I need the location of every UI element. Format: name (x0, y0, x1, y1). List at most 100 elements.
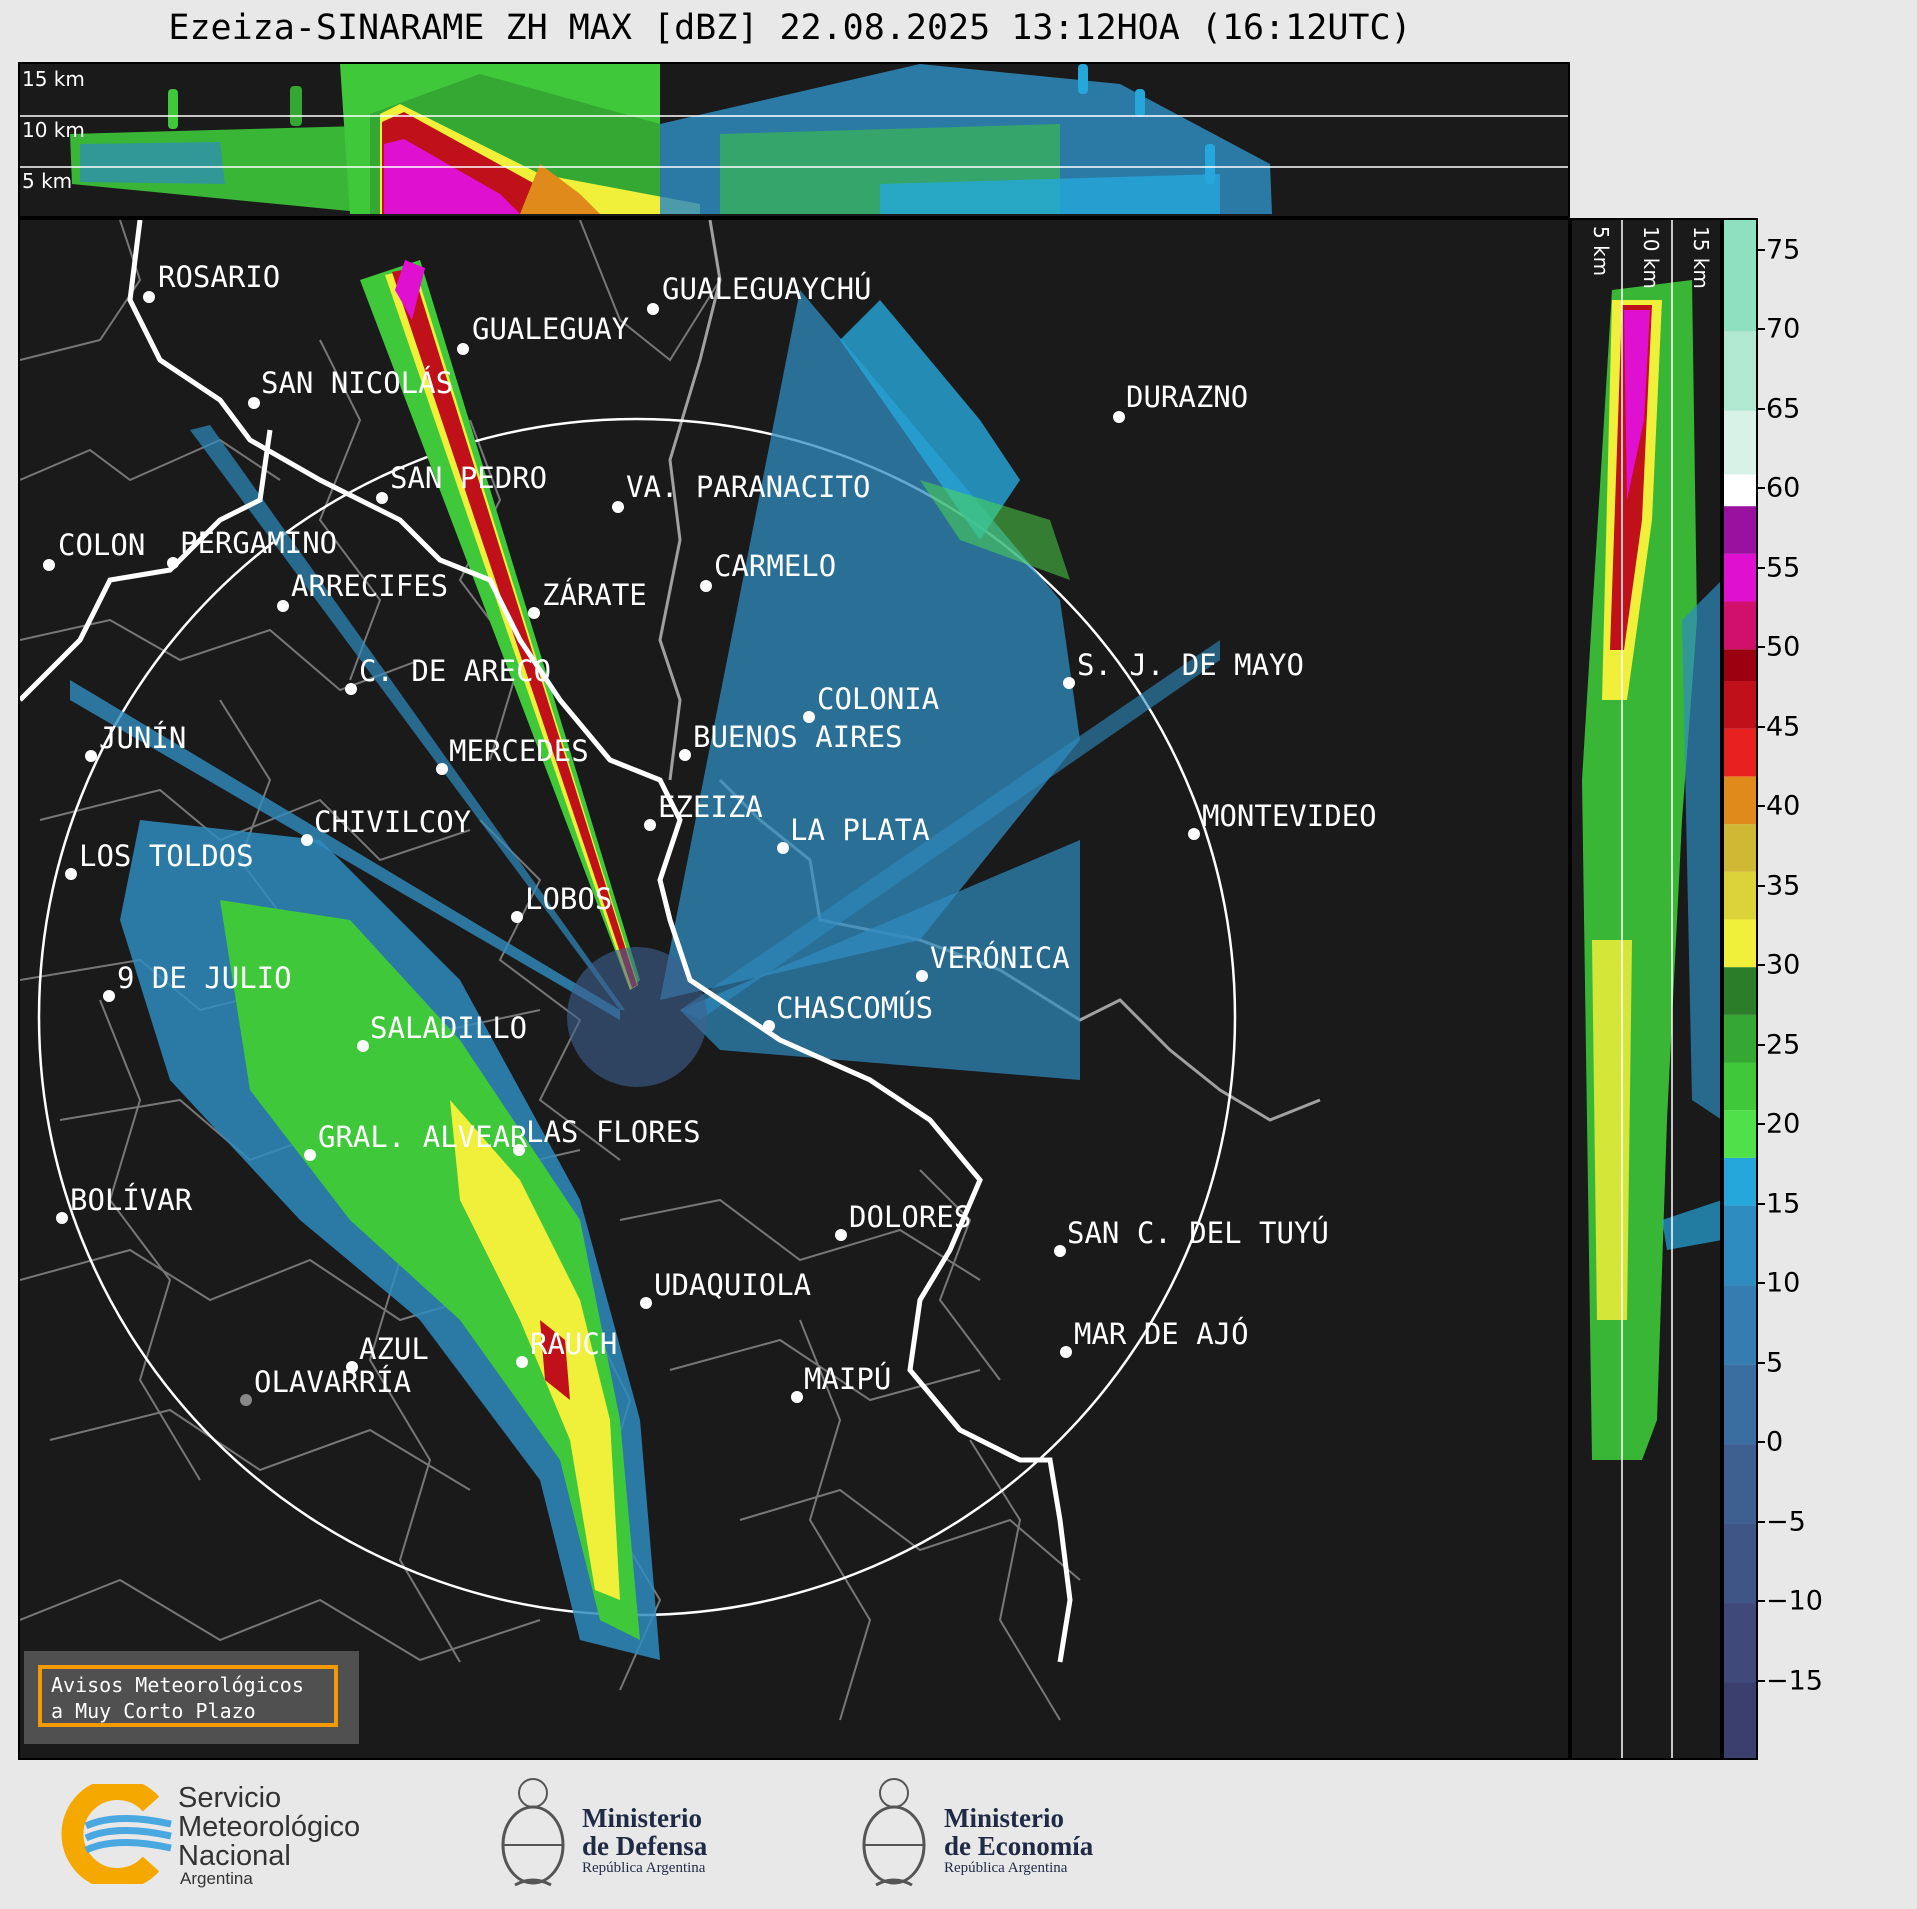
city-label-pergamino: PERGAMINO (180, 526, 337, 560)
top-cross-section: 15 km 10 km 5 km (20, 64, 1568, 214)
colorbar-tick-label: 15 (1766, 1188, 1801, 1220)
city-label-buenos-aires: BUENOS AIRES (693, 720, 903, 754)
colorbar-tick-mark (1758, 1520, 1765, 1523)
defensa-logo-text: Ministerio de Defensa República Argentin… (582, 1804, 707, 1877)
colorbar-tick-label: −10 (1766, 1585, 1823, 1617)
colorbar-tick-mark (1758, 487, 1765, 490)
colorbar-band (1724, 1014, 1756, 1063)
coat-of-arms-icon-economia (862, 1778, 926, 1887)
colorbar-band (1724, 331, 1756, 411)
city-label-arrecifes: ARRECIFES (291, 569, 448, 603)
smn-line-1: Servicio (178, 1782, 282, 1814)
city-label-s-j-de-mayo: S. J. DE MAYO (1077, 648, 1304, 682)
economia-subtitle: República Argentina (944, 1860, 1068, 1876)
colorbar-tick-label: 70 (1766, 313, 1801, 345)
city-label-c-de-areco: C. DE ARECO (359, 654, 551, 688)
economia-logo-text: Ministerio de Economía República Argenti… (944, 1804, 1093, 1877)
colorbar-band (1724, 919, 1756, 968)
colorbar-tick-label: 0 (1766, 1426, 1784, 1458)
colorbar-band (1724, 506, 1756, 554)
colorbar-band (1724, 474, 1756, 507)
smn-subtitle: Argentina (180, 1869, 253, 1888)
smn-line-2: Meteorológico (178, 1811, 361, 1843)
altitude-label-5km: 5 km (22, 169, 72, 193)
city-label-durazno: DURAZNO (1126, 380, 1248, 414)
colorbar-tick-label: 45 (1766, 711, 1801, 743)
map-title: Ezeiza-SINARAME ZH MAX [dBZ] 22.08.2025 … (168, 8, 1412, 48)
colorbar-band (1724, 1523, 1756, 1604)
colorbar-tick-label: 25 (1766, 1029, 1801, 1061)
colorbar-band (1724, 1603, 1756, 1683)
colorbar-tick-mark (1758, 805, 1765, 808)
city-label-lobos: LOBOS (525, 882, 612, 916)
colorbar-tick-mark (1758, 646, 1765, 649)
city-label-mar-de-ajo: MAR DE AJÓ (1074, 1317, 1249, 1351)
colorbar-band (1724, 1285, 1756, 1365)
colorbar-tick-label: 5 (1766, 1347, 1784, 1379)
coastline (20, 220, 1073, 1663)
colorbar-band (1724, 649, 1756, 682)
city-label-junin: JUNÍN (99, 721, 186, 755)
city-label-montevideo: MONTEVIDEO (1202, 799, 1377, 833)
colorbar-tick-mark (1758, 1282, 1765, 1285)
colorbar-band (1724, 601, 1756, 650)
colorbar-band (1724, 1364, 1756, 1445)
city-label-olavarria: OLAVARRÍA (254, 1365, 411, 1399)
colorbar-band (1724, 776, 1756, 825)
side-cross-section-panel: 5 km 10 km 15 km (1570, 218, 1722, 1760)
colorbar-band (1724, 1444, 1756, 1524)
colorbar-band (1724, 681, 1756, 729)
colorbar-tick-mark (1758, 725, 1765, 728)
warning-line-2: a Muy Corto Plazo (51, 1699, 256, 1723)
colorbar-tick-mark (1758, 1123, 1765, 1126)
side-altitude-label-15km: 15 km (1689, 226, 1713, 289)
radar-map: ROSARIO GUALEGUAYCHÚ GUALEGUAY SAN NICOL… (20, 220, 1377, 1721)
colorbar-band (1724, 410, 1756, 475)
city-label-maipu: MAIPÚ (804, 1362, 891, 1396)
city-label-san-c-del-tuyu: SAN C. DEL TUYÚ (1067, 1216, 1329, 1250)
altitude-label-15km: 15 km (22, 67, 85, 91)
city-label-rosario: ROSARIO (158, 260, 280, 294)
city-label-carmelo: CARMELO (714, 549, 836, 583)
city-label-dolores: DOLORES (849, 1200, 971, 1234)
defensa-line-1: Ministerio (582, 1803, 702, 1833)
radar-echoes (70, 260, 1220, 1660)
colorbar-tick-mark (1758, 964, 1765, 967)
colorbar-tick-label: 30 (1766, 949, 1801, 981)
city-label-chivilcoy: CHIVILCOY (314, 805, 471, 839)
colorbar-band (1724, 1062, 1756, 1111)
colorbar-bands (1724, 220, 1756, 1758)
smn-logo-text: Servicio Meteorológico Nacional (178, 1784, 360, 1871)
economia-line-1: Ministerio (944, 1803, 1064, 1833)
colorbar-tick-label: −15 (1766, 1665, 1823, 1696)
city-label-bolivar: BOLÍVAR (70, 1183, 193, 1217)
city-label-va-paranacito: VA. PARANACITO (626, 470, 870, 504)
colorbar-tick-mark (1758, 566, 1765, 569)
colorbar-tick-label: 10 (1766, 1267, 1801, 1299)
colorbar-band (1724, 871, 1756, 920)
side-altitude-label-5km: 5 km (1589, 226, 1613, 276)
city-label-veronica: VERÓNICA (930, 941, 1070, 975)
colorbar-tick-label: 75 (1766, 234, 1801, 266)
colorbar-band (1724, 1110, 1756, 1158)
city-label-gualeguay: GUALEGUAY (472, 312, 629, 346)
colorbar-band (1724, 1157, 1756, 1206)
colorbar-tick-mark (1758, 1679, 1765, 1682)
city-label-saladillo: SALADILLO (370, 1011, 527, 1045)
colorbar-tick-label: 55 (1766, 552, 1801, 584)
colorbar-band (1724, 967, 1756, 1015)
top-cross-section-panel: 15 km 10 km 5 km (18, 62, 1570, 218)
colorbar-tick-mark (1758, 1441, 1765, 1444)
colorbar-tick-label: 35 (1766, 870, 1801, 902)
city-label-ezeiza: EZEIZA (658, 790, 763, 824)
colorbar-band (1724, 1205, 1756, 1286)
city-label-la-plata: LA PLATA (790, 813, 930, 847)
city-label-colon: COLON (58, 528, 145, 562)
reflectivity-colorbar (1722, 218, 1758, 1760)
colorbar-band (1724, 553, 1756, 602)
economia-line-2: de Economía (944, 1831, 1094, 1861)
colorbar-tick-mark (1758, 884, 1765, 887)
colorbar-band (1724, 824, 1756, 872)
city-label-las-flores: LAS FLORES (526, 1115, 701, 1149)
city-label-gualeguaychu: GUALEGUAYCHÚ (662, 272, 872, 306)
